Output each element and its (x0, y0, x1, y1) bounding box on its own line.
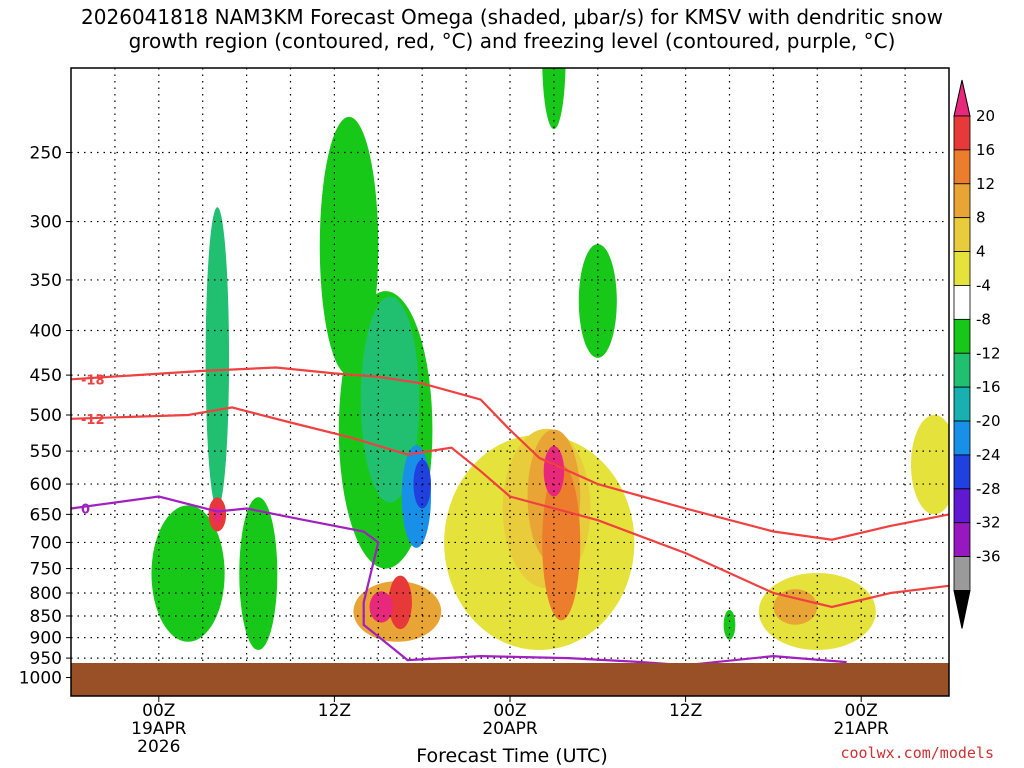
y-tick-label-400: 400 (30, 322, 62, 342)
colorbar-label-8: -16 (976, 378, 1001, 396)
x-tick-label-0-2: 2026 (137, 737, 180, 757)
x-tick-label-24-0: 00Z (493, 701, 526, 721)
y-tick-label-750: 750 (30, 560, 62, 580)
contour-label-0: 0 (81, 503, 90, 518)
omega-blob-green-lowleft (151, 505, 225, 642)
contour-label--18: -18 (81, 373, 105, 388)
y-tick-label-650: 650 (30, 505, 62, 525)
colorbar-label-4: 4 (976, 243, 986, 261)
colorbar-label-9: -20 (976, 412, 1001, 430)
omega-blob-green-upper (319, 116, 379, 376)
colorbar-label-12: -32 (976, 514, 1001, 532)
colorbar-swatch-7 (953, 318, 971, 354)
colorbar-swatch-1 (953, 115, 971, 151)
x-tick-label-12-0: 12Z (318, 701, 351, 721)
colorbar-label-11: -28 (976, 480, 1001, 498)
colorbar-swatch-3 (953, 183, 971, 219)
y-tick-label-600: 600 (30, 475, 62, 495)
x-tick-label-36-0: 12Z (669, 701, 702, 721)
contour--12 (71, 406, 949, 609)
chart-title-line-2: growth region (contoured, red, °C) and f… (128, 29, 896, 53)
x-tick-label-24-1: 20APR (482, 719, 538, 739)
colorbar-swatch-4 (953, 217, 971, 252)
colorbar: 20 16 12 8 4 -4 -8 -12 -16 -20 -24 -28 -32 -36 (953, 79, 1001, 629)
y-axis: 2503003504004505005506006507007508008509… (19, 144, 71, 689)
contour--18 (71, 366, 949, 541)
y-tick-label-800: 800 (30, 584, 62, 604)
colorbar-arrow-bottom (953, 590, 971, 629)
colorbar-arrow-top (953, 79, 971, 117)
x-tick-label-48-0: 00Z (845, 701, 878, 721)
chart-title-line-1: 2026041818 NAM3KM Forecast Omega (shaded… (81, 5, 943, 29)
y-tick-label-450: 450 (30, 366, 62, 386)
y-tick-label-250: 250 (30, 144, 62, 164)
colorbar-swatch-9 (953, 386, 971, 422)
omega-shading (151, 68, 949, 651)
omega-blob-lowlevel-red (388, 575, 412, 630)
colorbar-label-1: 16 (976, 141, 995, 159)
colorbar-swatch-11 (953, 454, 971, 490)
y-tick-label-550: 550 (30, 442, 62, 462)
colorbar-swatch-13 (953, 522, 971, 558)
y-tick-label-350: 350 (30, 271, 62, 291)
colorbar-label-2: 12 (976, 175, 995, 193)
colorbar-label-6: -8 (976, 310, 991, 328)
credit-text: coolwx.com/models (840, 744, 994, 762)
omega-blob-yellow-edge (910, 414, 949, 515)
y-tick-label-500: 500 (30, 406, 62, 426)
omega-blob-lowlevel-magenta (369, 591, 393, 623)
y-tick-label-300: 300 (30, 213, 62, 233)
x-axis-title: Forecast Time (UTC) (416, 745, 608, 767)
colorbar-swatch-5 (953, 251, 971, 286)
omega-blob-red (542, 464, 581, 621)
y-tick-label-1000: 1000 (19, 669, 62, 689)
ground-terrain (71, 663, 949, 696)
x-tick-label-0-1: 19APR (131, 719, 187, 739)
colorbar-label-10: -24 (976, 446, 1001, 464)
x-tick-label-48-1: 21APR (834, 719, 890, 739)
omega-blob-green-mid (578, 244, 617, 358)
y-tick-label-850: 850 (30, 607, 62, 627)
contour-label--12: -12 (81, 413, 105, 428)
colorbar-swatch-2 (953, 149, 971, 185)
omega-blob-teal-upper (205, 207, 230, 509)
colorbar-label-3: 8 (976, 209, 986, 227)
colorbar-label-7: -12 (976, 344, 1001, 362)
omega-blob-green-small (723, 609, 736, 640)
colorbar-swatch-12 (953, 488, 971, 524)
omega-blob-teal-core (360, 296, 420, 503)
y-tick-label-700: 700 (30, 533, 62, 553)
colorbar-swatch-14 (953, 556, 971, 591)
y-tick-label-900: 900 (30, 629, 62, 649)
colorbar-swatch-10 (953, 420, 971, 456)
colorbar-label-5: -4 (976, 276, 991, 294)
colorbar-label-0: 20 (976, 107, 995, 125)
grid-lines (71, 68, 949, 696)
omega-blob-green-top (542, 68, 566, 130)
colorbar-label-13: -36 (976, 548, 1001, 566)
colorbar-swatch-8 (953, 352, 971, 388)
x-tick-label-0-0: 00Z (142, 701, 175, 721)
colorbar-swatch-6 (953, 285, 971, 320)
y-tick-label-950: 950 (30, 649, 62, 669)
omega-blob-green-left2 (239, 497, 278, 651)
